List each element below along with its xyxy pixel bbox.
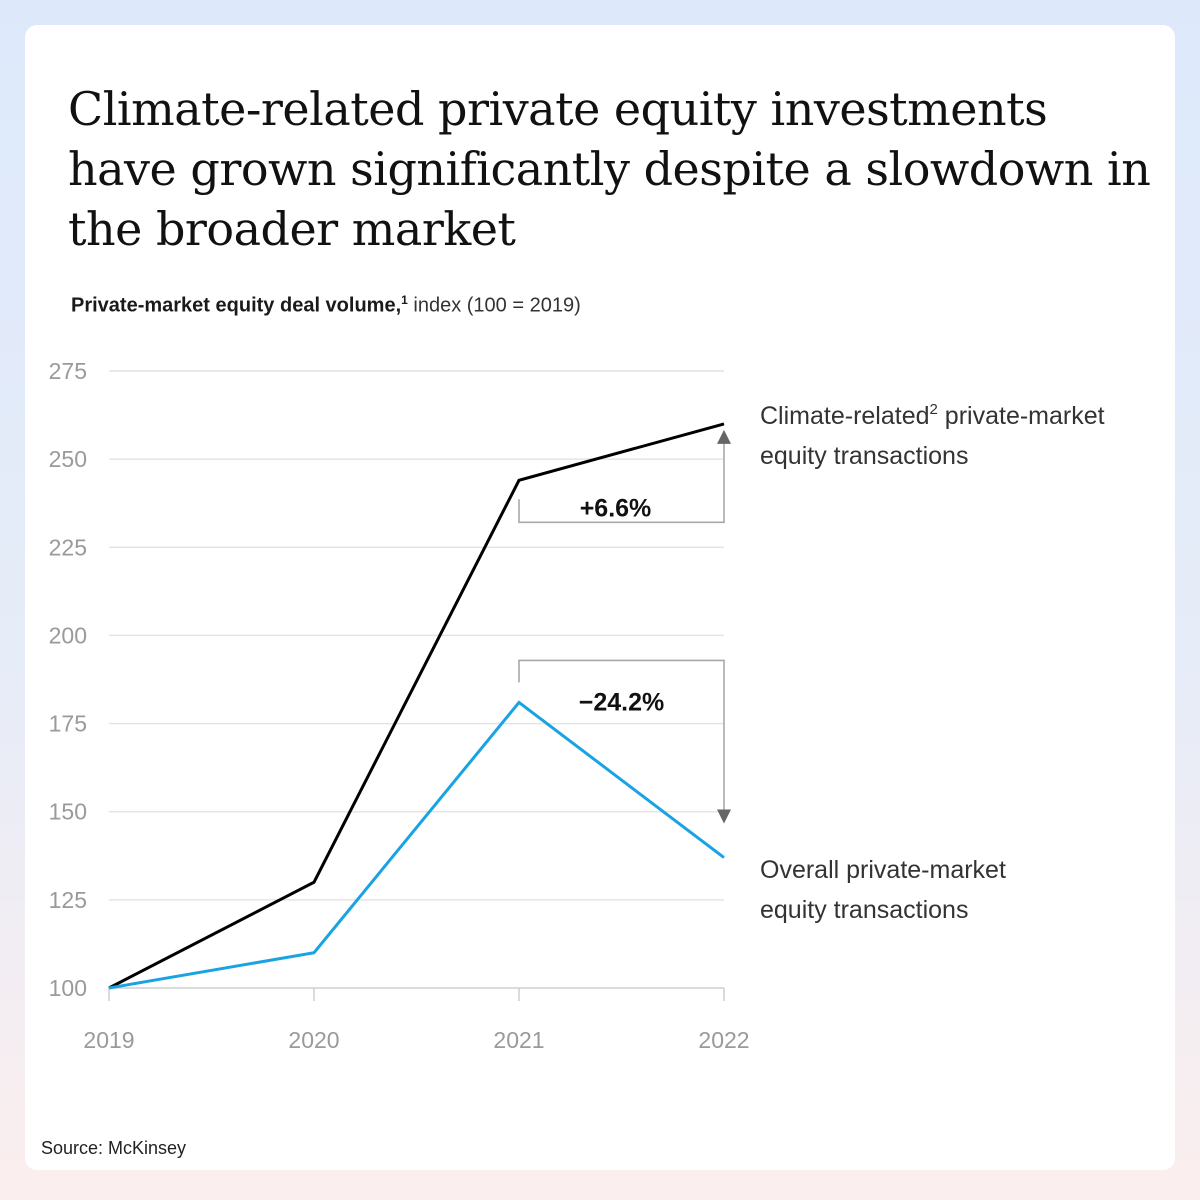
bracket-overall-line [518, 659, 725, 812]
change-label-overall: −24.2% [579, 688, 665, 716]
y-tick-label-200: 200 [49, 622, 87, 648]
subtitle-normal: index (100 = 2019) [407, 294, 581, 317]
climate-series-label-text-cont: private-market [938, 402, 1105, 430]
y-tick-label-150: 150 [49, 799, 87, 825]
overall-series-label-line1: Overall private-market [760, 856, 1006, 884]
y-tick-label-225: 225 [49, 534, 87, 560]
subtitle-footnote-marker: 1 [401, 293, 408, 307]
climate-series-label-line1: Climate-related2 private-market [760, 401, 1105, 430]
chart-subtitle: Private-market equity deal volume,1 inde… [71, 293, 581, 318]
bracket-overall-change: −24.2% [518, 659, 731, 824]
series-labels: Climate-related2 private-market equity tr… [760, 401, 1105, 924]
climate-series-label-text: Climate-related [760, 402, 930, 430]
y-tick-label-100: 100 [49, 975, 87, 1001]
bracket-down-arrowhead [717, 809, 731, 824]
climate-series-label-footnote: 2 [930, 401, 938, 418]
chart-card: Climate-related private equity investmen… [25, 25, 1175, 1170]
x-tick-label-2019: 2019 [83, 1027, 134, 1053]
bracket-climate-line [518, 441, 725, 524]
climate-series-line [108, 422, 725, 990]
chart-title: Climate-related private equity investmen… [68, 82, 1151, 256]
overall-series-line [108, 700, 725, 990]
y-tick-label-175: 175 [49, 711, 87, 737]
y-axis-tick-labels: 100 125 150 175 200 225 250 275 [49, 358, 87, 1001]
x-axis-tick-labels: 2019 2020 2021 2022 [83, 1027, 749, 1053]
y-tick-label-275: 275 [49, 358, 87, 384]
change-label-climate: +6.6% [580, 494, 652, 522]
x-tick-label-2022: 2022 [698, 1027, 749, 1053]
bracket-climate-change: +6.6% [518, 429, 731, 524]
source-note: Source: McKinsey [41, 1138, 187, 1158]
y-tick-label-250: 250 [49, 446, 87, 472]
line-chart: 100 125 150 175 200 225 250 275 2019 2020 2021 202… [49, 358, 1105, 1053]
x-tick-label-2021: 2021 [493, 1027, 544, 1053]
series-lines [108, 422, 725, 990]
bracket-up-arrowhead [717, 429, 731, 444]
climate-series-label-line2: equity transactions [760, 442, 968, 470]
change-brackets: +6.6% −24.2% [518, 429, 731, 824]
y-tick-label-125: 125 [49, 887, 87, 913]
subtitle-bold: Private-market equity deal volume, [71, 294, 402, 317]
x-tick-label-2020: 2020 [288, 1027, 339, 1053]
overall-series-label-line2: equity transactions [760, 896, 968, 924]
gridlines [108, 370, 725, 1001]
